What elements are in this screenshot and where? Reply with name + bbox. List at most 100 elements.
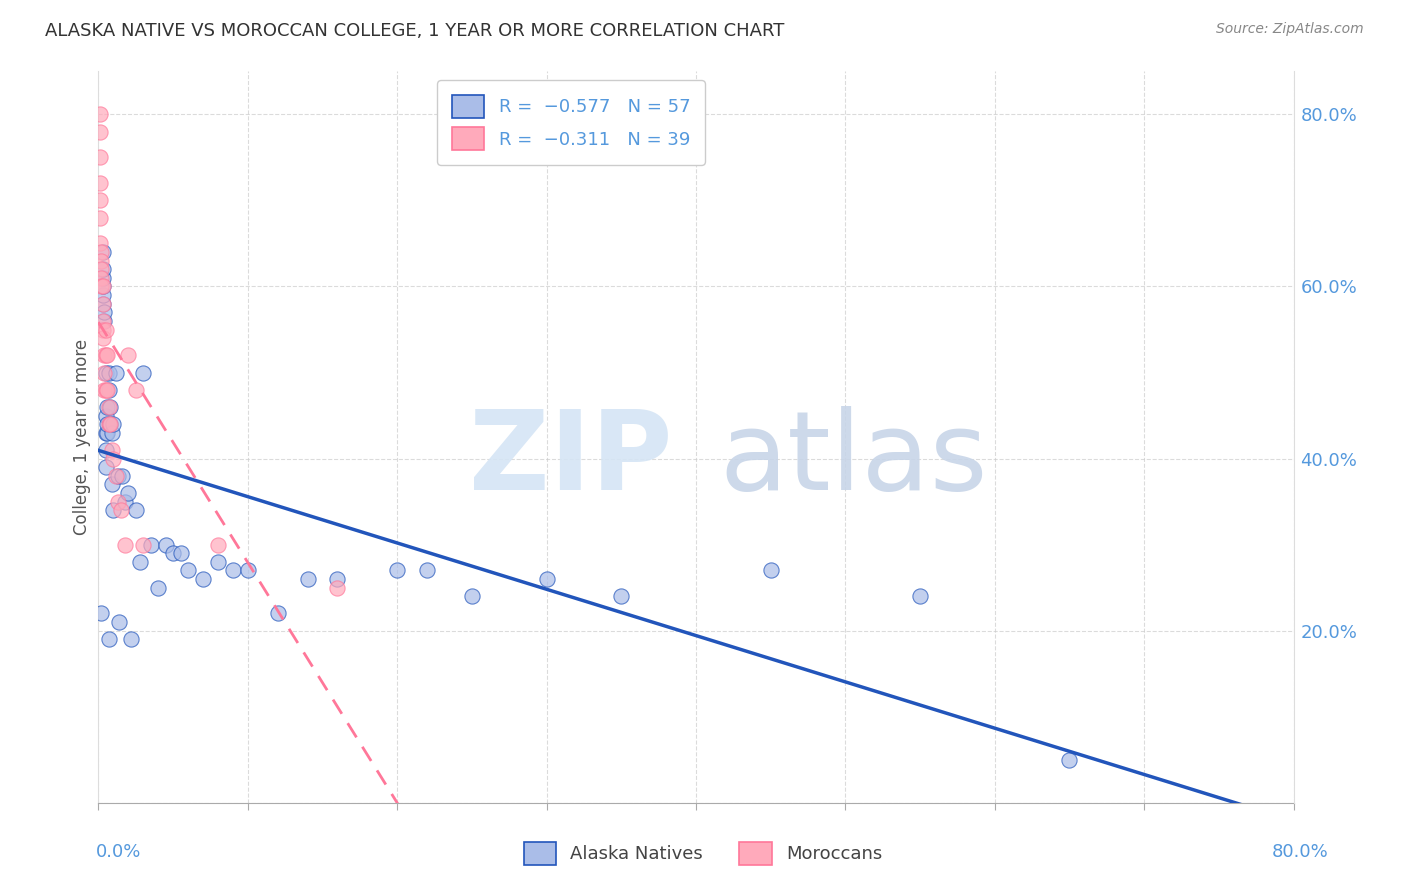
- Point: [129, 555, 152, 569]
- Point: [96, 348, 118, 362]
- Y-axis label: College, 1 year or more: College, 1 year or more: [73, 339, 91, 535]
- Point: [89, 236, 111, 251]
- Point: [90, 607, 112, 621]
- Point: [125, 503, 148, 517]
- Point: [108, 615, 131, 629]
- Point: [191, 572, 214, 586]
- Point: [96, 425, 118, 440]
- Point: [97, 400, 120, 414]
- Point: [94, 348, 117, 362]
- Point: [91, 322, 114, 336]
- Point: [93, 383, 115, 397]
- Text: ZIP: ZIP: [468, 406, 672, 513]
- Point: [89, 211, 111, 225]
- Point: [97, 417, 120, 432]
- Point: [93, 366, 115, 380]
- Point: [94, 425, 117, 440]
- Point: [111, 468, 134, 483]
- Point: [96, 417, 118, 432]
- Point: [105, 468, 128, 483]
- Point: [120, 632, 142, 647]
- Point: [132, 538, 155, 552]
- Point: [222, 564, 245, 578]
- Point: [91, 271, 114, 285]
- Legend: R =  −0.577   N = 57, R =  −0.311   N = 39: R = −0.577 N = 57, R = −0.311 N = 39: [437, 80, 704, 165]
- Point: [97, 383, 120, 397]
- Point: [169, 546, 191, 560]
- Point: [326, 581, 349, 595]
- Point: [97, 632, 120, 647]
- Point: [90, 279, 112, 293]
- Point: [385, 564, 409, 578]
- Point: [236, 564, 259, 578]
- Point: [461, 589, 484, 603]
- Point: [101, 442, 124, 457]
- Point: [908, 589, 931, 603]
- Point: [759, 564, 782, 578]
- Point: [93, 348, 115, 362]
- Point: [155, 538, 177, 552]
- Text: 80.0%: 80.0%: [1272, 843, 1329, 861]
- Text: Source: ZipAtlas.com: Source: ZipAtlas.com: [1216, 22, 1364, 37]
- Point: [105, 366, 128, 380]
- Point: [132, 366, 155, 380]
- Point: [94, 442, 117, 457]
- Point: [89, 107, 111, 121]
- Point: [139, 538, 162, 552]
- Point: [93, 305, 115, 319]
- Point: [1059, 753, 1081, 767]
- Point: [177, 564, 200, 578]
- Point: [90, 271, 112, 285]
- Point: [89, 194, 111, 208]
- Point: [94, 383, 117, 397]
- Point: [98, 400, 122, 414]
- Point: [103, 451, 125, 466]
- Point: [207, 538, 229, 552]
- Point: [107, 494, 129, 508]
- Point: [91, 331, 114, 345]
- Point: [94, 460, 117, 475]
- Point: [96, 383, 118, 397]
- Legend: Alaska Natives, Moroccans: Alaska Natives, Moroccans: [515, 833, 891, 874]
- Point: [89, 176, 111, 190]
- Point: [207, 555, 229, 569]
- Point: [326, 572, 349, 586]
- Point: [297, 572, 319, 586]
- Point: [114, 538, 136, 552]
- Point: [98, 417, 122, 432]
- Point: [103, 417, 125, 432]
- Point: [101, 425, 124, 440]
- Point: [91, 314, 114, 328]
- Point: [94, 322, 117, 336]
- Point: [162, 546, 184, 560]
- Point: [125, 383, 148, 397]
- Point: [90, 262, 112, 277]
- Point: [91, 262, 114, 277]
- Point: [148, 581, 170, 595]
- Point: [91, 279, 114, 293]
- Point: [91, 279, 114, 293]
- Text: 0.0%: 0.0%: [96, 843, 141, 861]
- Point: [90, 253, 112, 268]
- Point: [117, 486, 139, 500]
- Point: [91, 245, 114, 260]
- Point: [267, 607, 290, 621]
- Point: [90, 245, 112, 260]
- Point: [91, 288, 114, 302]
- Point: [97, 366, 120, 380]
- Point: [101, 477, 124, 491]
- Point: [103, 503, 125, 517]
- Point: [94, 366, 117, 380]
- Text: atlas: atlas: [720, 406, 988, 513]
- Point: [536, 572, 558, 586]
- Text: ALASKA NATIVE VS MOROCCAN COLLEGE, 1 YEAR OR MORE CORRELATION CHART: ALASKA NATIVE VS MOROCCAN COLLEGE, 1 YEA…: [45, 22, 785, 40]
- Point: [107, 468, 129, 483]
- Point: [610, 589, 633, 603]
- Point: [96, 400, 118, 414]
- Point: [91, 296, 114, 310]
- Point: [114, 494, 136, 508]
- Point: [117, 348, 139, 362]
- Point: [94, 409, 117, 423]
- Point: [89, 150, 111, 164]
- Point: [98, 417, 122, 432]
